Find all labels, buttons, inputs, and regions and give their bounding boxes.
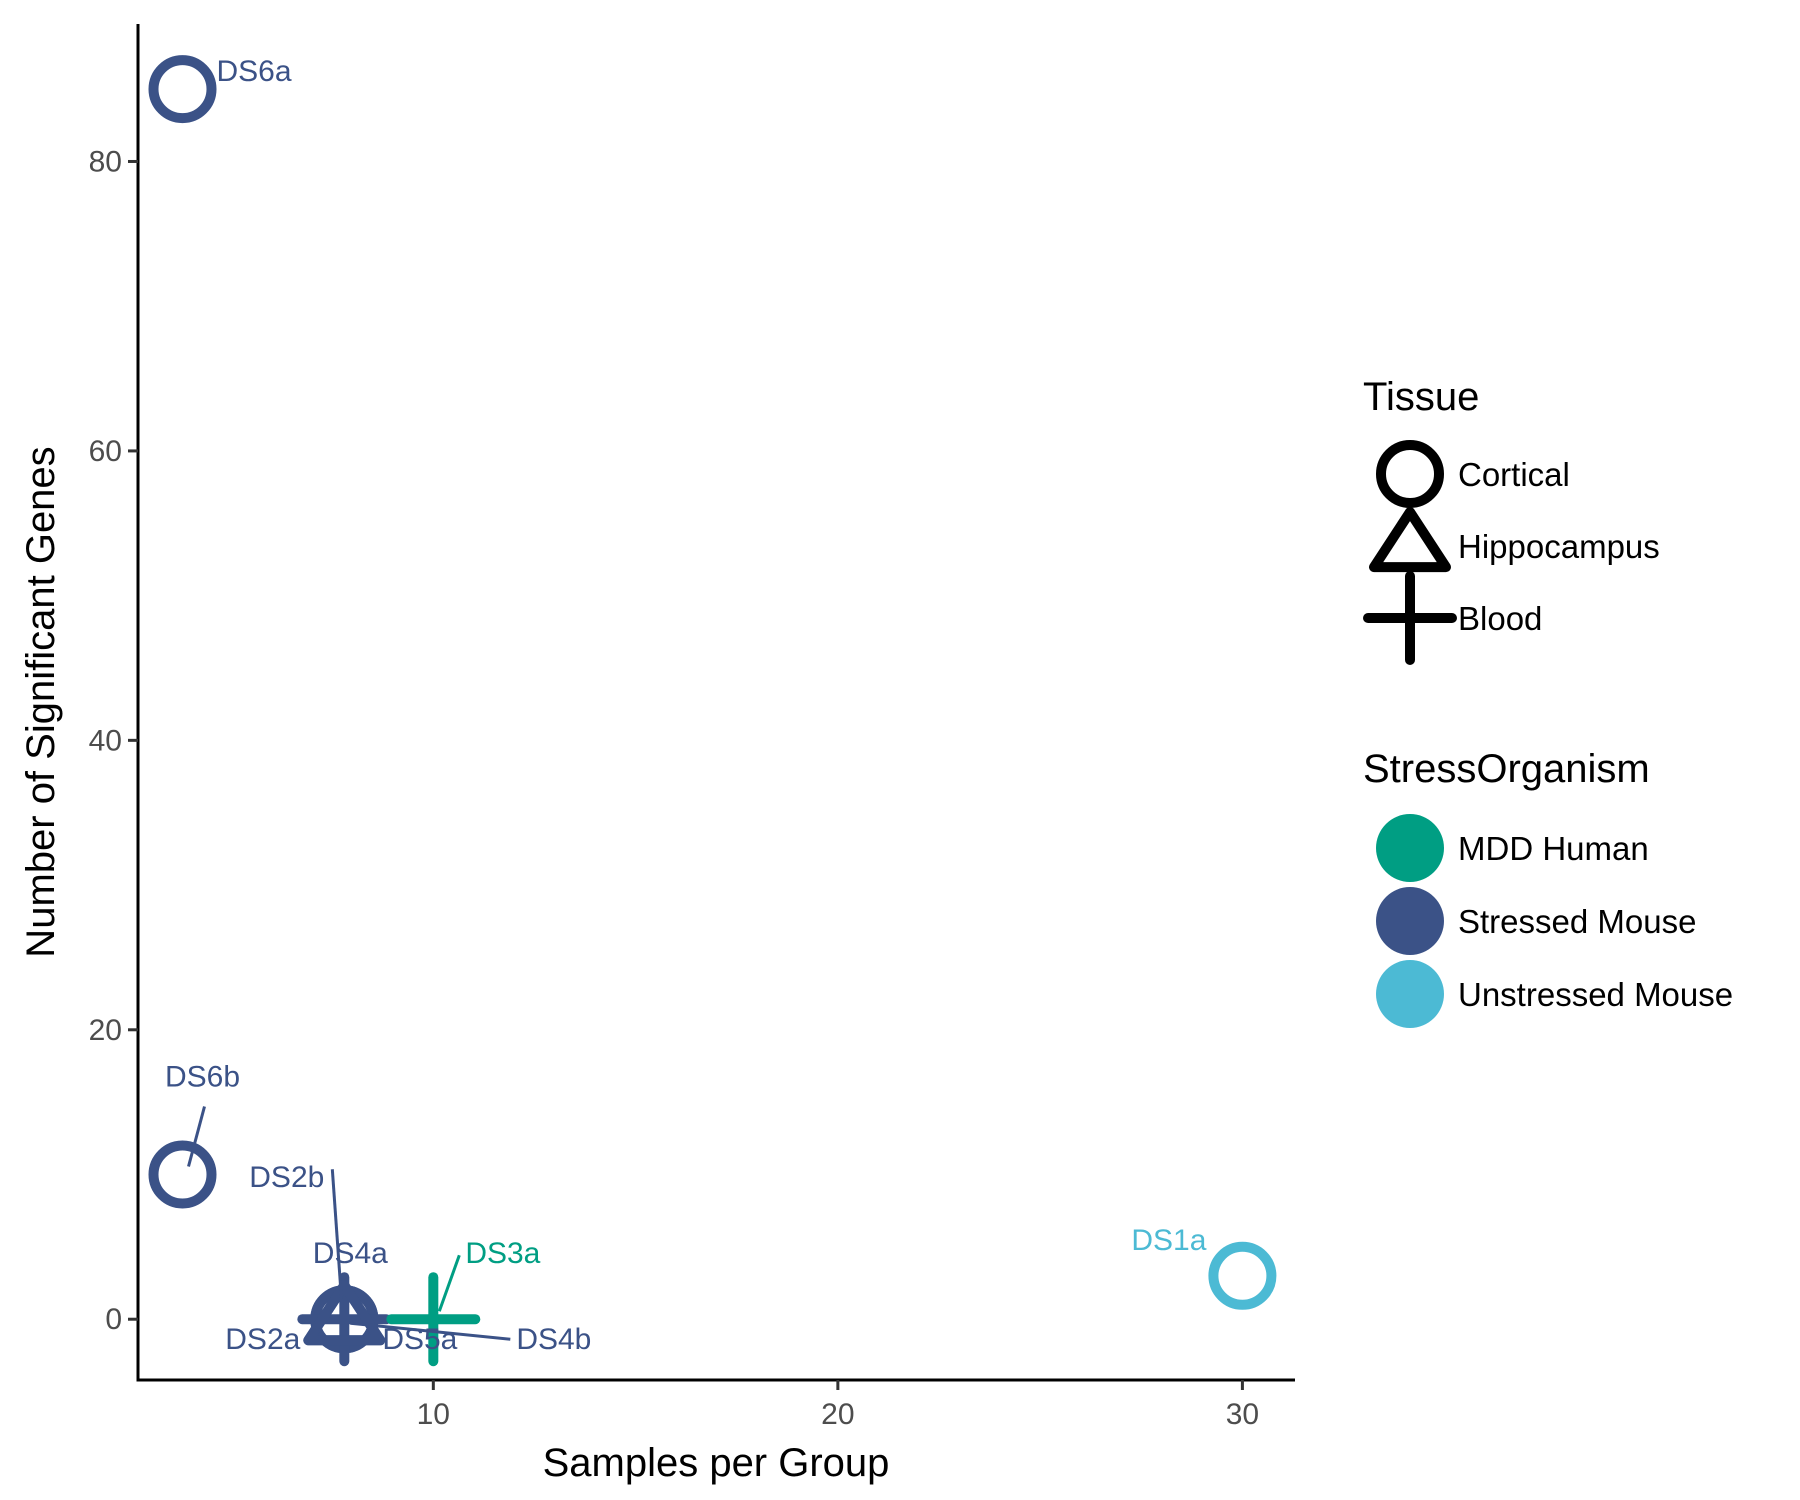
- point-label-ds1a: DS1a: [1131, 1224, 1206, 1257]
- point-label-ds4a: DS4a: [313, 1237, 388, 1270]
- y-axis-title: Number of Significant Genes: [19, 446, 63, 957]
- legend-label-mdd-human: MDD Human: [1458, 830, 1649, 867]
- plot-area: DS6a DS6b DS2b DS2a DS4a DS4b DS5a DS3a DS1a: [148, 55, 1277, 1367]
- legend-label-hippocampus: Hippocampus: [1458, 528, 1660, 565]
- point-label-ds6b: DS6b: [165, 1061, 240, 1094]
- data-point-ds3a: [386, 1272, 481, 1367]
- data-point-ds1a: [1208, 1241, 1277, 1310]
- axes: [136, 24, 1295, 1382]
- color-legend-title: StressOrganism: [1363, 747, 1650, 791]
- data-point-ds1a-circle: [1208, 1241, 1277, 1310]
- point-label-ds6a: DS6a: [217, 55, 292, 88]
- x-tick-label: 30: [1226, 1398, 1259, 1431]
- legend-label-stressed-mouse: Stressed Mouse: [1458, 903, 1696, 940]
- legend-key-cortical: [1376, 440, 1444, 508]
- x-tick-label: 20: [821, 1398, 854, 1431]
- data-point-ds6b-circle: [148, 1140, 217, 1209]
- data-point-ds6a: [148, 55, 217, 124]
- point-label-ds4b: DS4b: [516, 1323, 591, 1356]
- legend-swatch-unstressed-mouse: [1376, 960, 1444, 1028]
- x-tick-label: 10: [417, 1398, 450, 1431]
- y-tick-label: 40: [89, 724, 122, 757]
- legend-label-unstressed-mouse: Unstressed Mouse: [1458, 976, 1733, 1013]
- label-connector-ds2b: [330, 1169, 344, 1312]
- y-tick-label: 20: [89, 1014, 122, 1047]
- data-point-ds5a-triangle: [303, 1280, 386, 1346]
- tissue-legend-title: Tissue: [1363, 375, 1479, 419]
- y-tick-label: 0: [105, 1303, 122, 1336]
- legend-swatch-mdd-human: [1376, 814, 1444, 882]
- legend-swatch-stressed-mouse: [1376, 887, 1444, 955]
- data-point-ds6a-circle: [148, 55, 217, 124]
- point-label-ds5a: DS5a: [382, 1323, 457, 1356]
- label-connector-ds3a: [437, 1254, 461, 1312]
- label-connector-ds4b: [350, 1321, 511, 1341]
- legend-key-hippocampus-triangle: [1369, 507, 1451, 573]
- point-label-ds3a: DS3a: [465, 1237, 540, 1270]
- point-label-ds2b: DS2b: [249, 1161, 324, 1194]
- label-connector-ds6b: [187, 1106, 206, 1167]
- legend-key-blood: [1363, 571, 1457, 665]
- y-tick-label: 60: [89, 435, 122, 468]
- point-label-ds2a: DS2a: [225, 1323, 300, 1356]
- legend-label-blood: Blood: [1458, 600, 1542, 637]
- y-tick-label: 80: [89, 145, 122, 178]
- legend-key-hippocampus: [1369, 507, 1451, 573]
- data-point-ds6b: [148, 1140, 217, 1209]
- tick-marks: 10 20 30 0 20 40 60 80: [89, 145, 1259, 1431]
- legend: Tissue StressOrganism Cortical Hippocampu…: [1363, 375, 1733, 1028]
- legend-key-cortical-circle: [1376, 440, 1444, 508]
- legend-label-cortical: Cortical: [1458, 456, 1570, 493]
- data-point-ds5a: [303, 1280, 386, 1346]
- x-axis-title: Samples per Group: [543, 1441, 890, 1485]
